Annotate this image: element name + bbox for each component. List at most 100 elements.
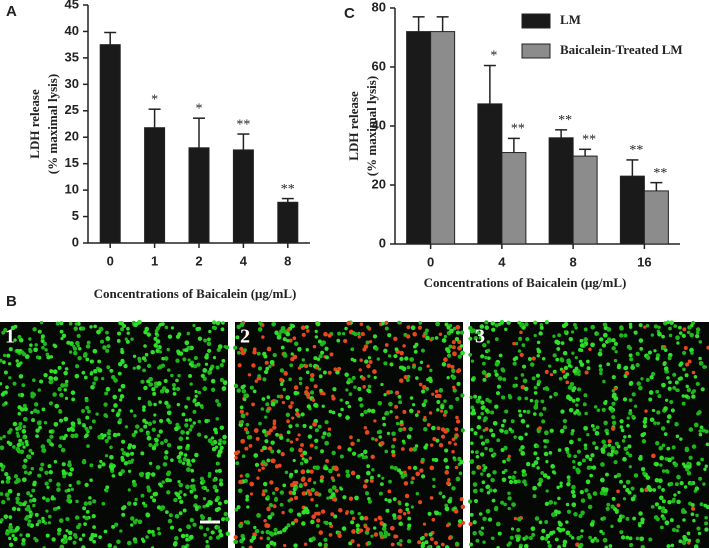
cell [374, 346, 379, 351]
cell [137, 396, 142, 401]
cell [674, 422, 679, 427]
cell [292, 354, 298, 360]
cell [131, 432, 136, 438]
cell [478, 336, 483, 340]
cell [175, 378, 179, 383]
cell [695, 334, 700, 339]
cell [288, 377, 292, 382]
cell [567, 453, 572, 458]
cell [393, 336, 398, 342]
cell [194, 402, 199, 407]
cell [279, 502, 284, 507]
cell [644, 409, 648, 413]
cell [17, 425, 23, 431]
cell [217, 344, 223, 349]
cell [479, 435, 484, 439]
cell [309, 390, 315, 395]
cell [205, 544, 210, 548]
cell [69, 341, 74, 346]
cell [288, 404, 293, 409]
cell [406, 365, 411, 370]
cell [192, 421, 196, 425]
cell [153, 402, 157, 407]
cell [639, 347, 644, 351]
cell [132, 482, 138, 488]
cell [185, 436, 189, 440]
cell [155, 465, 161, 470]
cell [480, 472, 484, 476]
significance: * [490, 49, 497, 64]
cell [24, 439, 29, 444]
cell [488, 447, 494, 453]
cell [549, 395, 553, 399]
cell [532, 494, 537, 499]
cell [236, 350, 241, 355]
cell [267, 514, 272, 520]
cell [140, 493, 145, 498]
cell [674, 380, 679, 385]
cell [356, 438, 361, 443]
cell [447, 478, 451, 482]
cell [586, 366, 591, 371]
cell [651, 453, 656, 459]
y-tick-label: 45 [65, 0, 79, 11]
cell [616, 489, 620, 494]
cell [338, 507, 343, 513]
cell [409, 396, 414, 400]
cell [583, 327, 588, 332]
cell [664, 520, 670, 526]
cell [473, 336, 478, 341]
cell [317, 424, 322, 429]
cell [481, 370, 487, 375]
cell [455, 415, 459, 420]
cell [432, 477, 436, 481]
cell [402, 470, 407, 475]
cell [331, 450, 336, 456]
cell [402, 344, 406, 348]
cell [449, 328, 454, 334]
cell [19, 449, 25, 455]
cell [623, 435, 627, 439]
cell [684, 373, 689, 378]
cell [440, 427, 446, 432]
cell [518, 447, 523, 452]
cell [62, 540, 67, 545]
cell [235, 335, 240, 340]
cell [455, 397, 460, 402]
cell [624, 370, 630, 376]
cell [322, 370, 327, 375]
cell [378, 517, 383, 521]
cell [625, 451, 630, 455]
cell [578, 513, 583, 519]
cell [326, 432, 332, 437]
cell [668, 380, 672, 385]
cell [67, 460, 72, 464]
cell [252, 389, 257, 394]
cell [606, 327, 612, 332]
cell [477, 331, 483, 337]
cell [22, 445, 26, 449]
cell [46, 438, 52, 444]
cell [289, 363, 294, 368]
cell [410, 480, 414, 485]
cell [54, 403, 60, 409]
cell [361, 376, 366, 381]
cell [667, 386, 672, 391]
cell [638, 385, 643, 391]
cell [512, 357, 517, 362]
cell [277, 463, 282, 468]
cell [367, 356, 372, 360]
cell [133, 430, 138, 434]
cell [158, 322, 163, 327]
cell [380, 382, 384, 387]
cell [292, 458, 296, 463]
cell [191, 458, 196, 463]
legend-swatch [521, 43, 551, 59]
cell [175, 422, 180, 427]
cell [443, 457, 449, 463]
cell [165, 471, 171, 477]
cell [484, 438, 490, 444]
cell [470, 405, 475, 410]
cell [113, 403, 118, 408]
cell [207, 337, 211, 342]
